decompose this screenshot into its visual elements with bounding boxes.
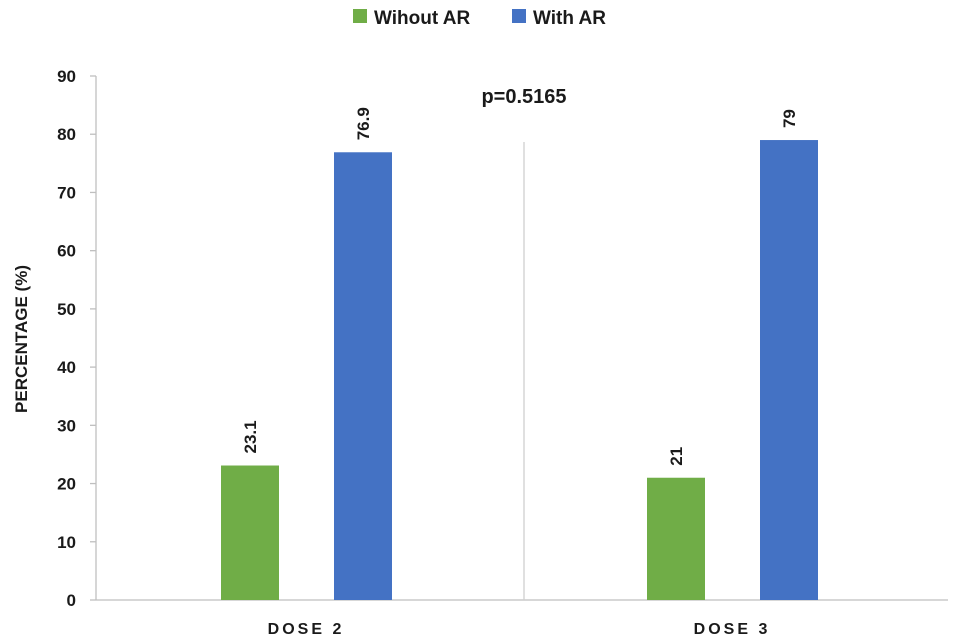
bar bbox=[221, 465, 279, 600]
legend-label-with-ar: With AR bbox=[533, 8, 606, 29]
y-tick-label: 80 bbox=[57, 125, 76, 144]
bar bbox=[760, 140, 818, 601]
y-tick-label: 60 bbox=[57, 242, 76, 261]
data-label: 76.9 bbox=[354, 107, 373, 140]
legend-swatch-with-ar bbox=[512, 9, 526, 23]
axes: 0 10 20 30 40 50 60 70 80 90 DOSE 2 DOSE 3 bbox=[57, 67, 948, 638]
y-tick-label: 10 bbox=[57, 533, 76, 552]
bar bbox=[647, 477, 705, 600]
p-value-annotation: p=0.5165 bbox=[481, 86, 566, 108]
data-label: 79 bbox=[780, 109, 799, 128]
bar bbox=[334, 152, 392, 600]
legend: Wihout AR With AR bbox=[353, 8, 606, 29]
y-tick-label: 40 bbox=[57, 358, 76, 377]
x-category-label: DOSE 3 bbox=[694, 621, 771, 638]
data-label: 23.1 bbox=[241, 420, 260, 453]
y-tick-label: 90 bbox=[57, 67, 76, 86]
legend-label-without-ar: Wihout AR bbox=[374, 8, 470, 29]
y-tick-label: 70 bbox=[57, 183, 76, 202]
y-tick-label: 20 bbox=[57, 475, 76, 494]
legend-swatch-without-ar bbox=[353, 9, 367, 23]
y-tick-label: 30 bbox=[57, 416, 76, 435]
y-tick-label: 0 bbox=[67, 591, 76, 610]
y-tick-label: 50 bbox=[57, 300, 76, 319]
data-label: 21 bbox=[667, 447, 686, 466]
bars: 23.1 76.9 21 79 bbox=[221, 107, 818, 601]
y-axis-title: PERCENTAGE (%) bbox=[12, 265, 31, 413]
x-category-label: DOSE 2 bbox=[268, 621, 345, 638]
